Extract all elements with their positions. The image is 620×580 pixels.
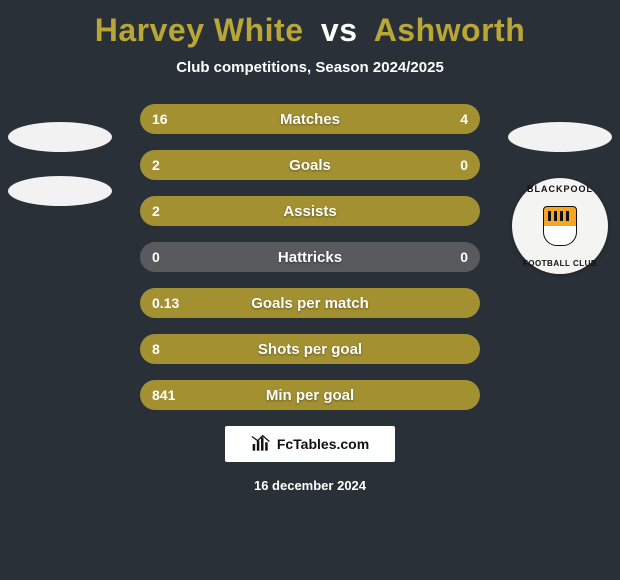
fctables-logo[interactable]: FcTables.com	[225, 426, 395, 462]
club-badge-bottom-text: FOOTBALL CLUB	[512, 259, 608, 268]
stat-label: Min per goal	[140, 380, 480, 410]
stat-label: Goals	[140, 150, 480, 180]
title-vs: vs	[321, 12, 358, 48]
stat-bar: 841Min per goal	[140, 380, 480, 410]
club-badge-top-text: BLACKPOOL	[512, 184, 608, 194]
fctables-logo-text: FcTables.com	[277, 436, 369, 452]
side-ellipse	[508, 122, 612, 152]
stat-bar: 8Shots per goal	[140, 334, 480, 364]
side-ellipse	[8, 122, 112, 152]
stat-label: Goals per match	[140, 288, 480, 318]
stat-bar: 20Goals	[140, 150, 480, 180]
stat-bar: 2Assists	[140, 196, 480, 226]
stat-label: Hattricks	[140, 242, 480, 272]
stat-bar: 164Matches	[140, 104, 480, 134]
club-badge-shield-icon	[543, 206, 577, 246]
title-player-right: Ashworth	[374, 12, 526, 48]
club-badge-blackpool: BLACKPOOL FOOTBALL CLUB	[512, 178, 608, 274]
bar-chart-icon	[251, 434, 271, 454]
page-title: Harvey White vs Ashworth	[0, 0, 620, 49]
footer-date: 16 december 2024	[0, 478, 620, 493]
subtitle: Club competitions, Season 2024/2025	[0, 59, 620, 76]
comparison-bars: 164Matches 20Goals 2Assists 00Hattricks 0.13…	[140, 104, 480, 410]
title-player-left: Harvey White	[95, 12, 304, 48]
stat-bar: 0.13Goals per match	[140, 288, 480, 318]
stat-bar: 00Hattricks	[140, 242, 480, 272]
side-ellipse	[8, 176, 112, 206]
stat-label: Matches	[140, 104, 480, 134]
stat-label: Assists	[140, 196, 480, 226]
stat-label: Shots per goal	[140, 334, 480, 364]
